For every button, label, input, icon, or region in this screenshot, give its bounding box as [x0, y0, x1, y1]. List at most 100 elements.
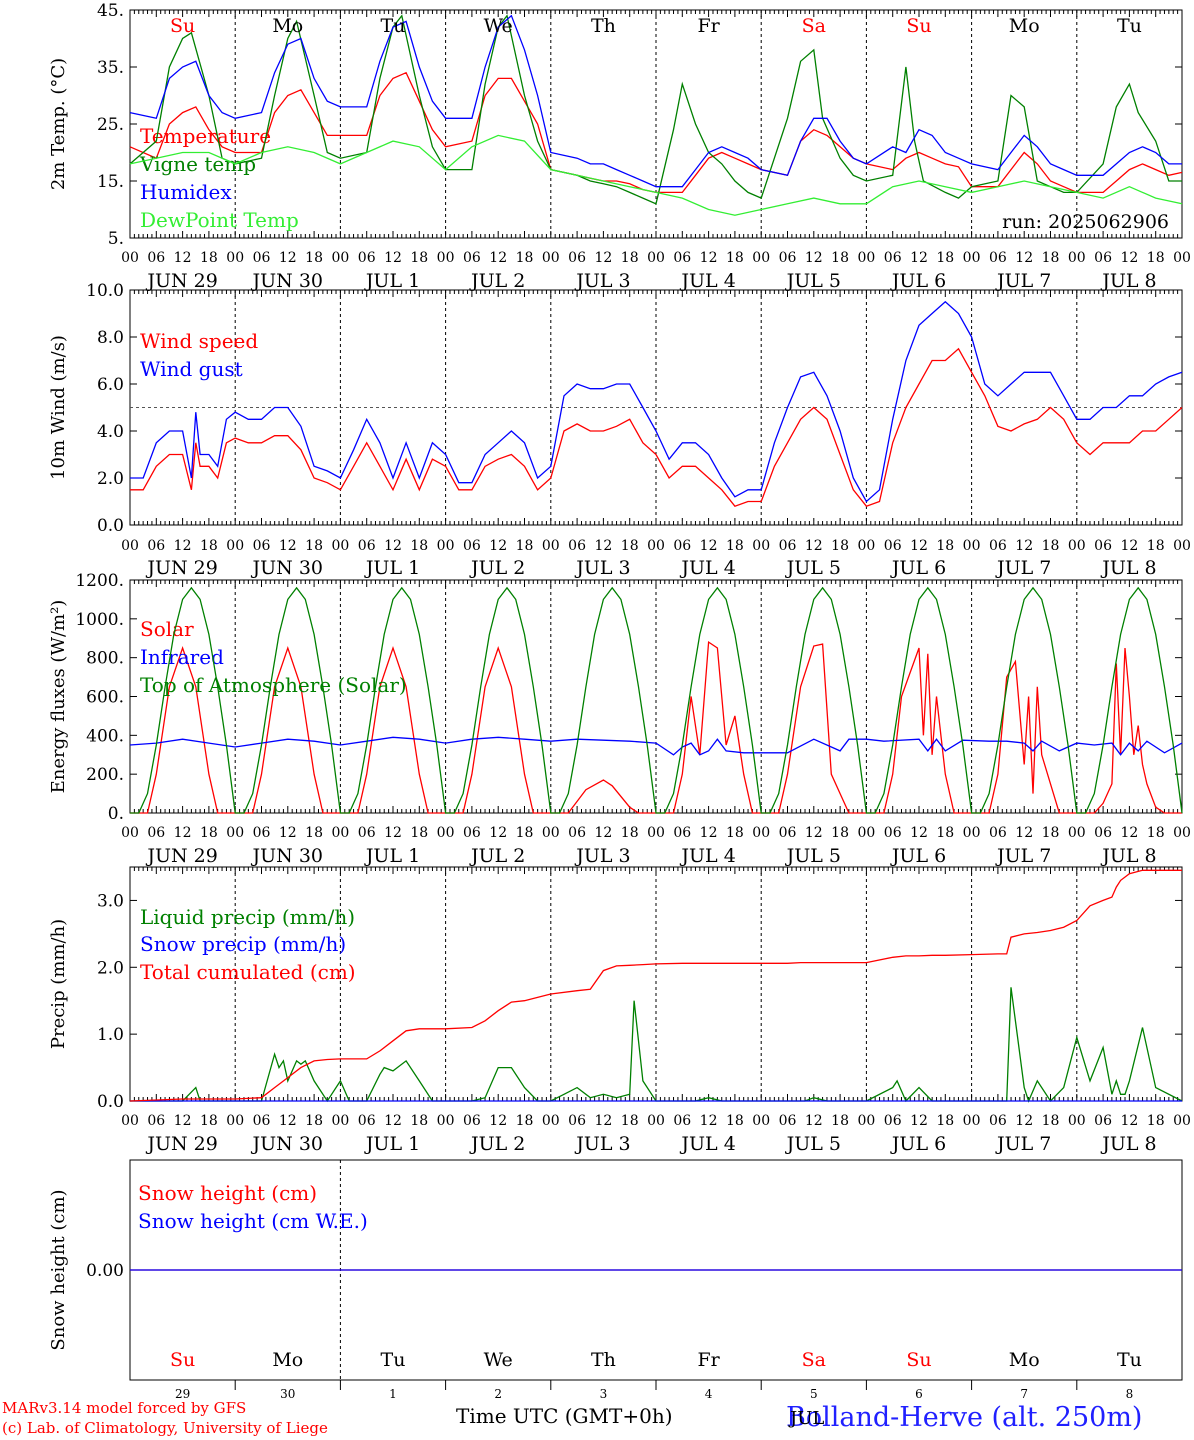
hour-tick-label: 06	[779, 538, 797, 554]
hour-tick-label: 00	[963, 538, 981, 554]
y-tick-label: 1200.	[75, 571, 124, 591]
hour-tick-label: 00	[752, 538, 770, 554]
weekday-label: Fr	[697, 1349, 720, 1371]
weekday-label: Su	[906, 1349, 931, 1371]
hour-tick-label: 18	[410, 538, 428, 554]
date-label: JUL 8	[1100, 270, 1156, 292]
date-label: JUL 6	[890, 557, 946, 579]
hour-tick-label: 06	[779, 825, 797, 841]
y-tick-label: 15.	[97, 172, 124, 192]
hour-tick-label: 06	[1094, 1113, 1112, 1129]
y-tick-label: 25.	[97, 115, 124, 135]
date-label: JUL 1	[364, 845, 420, 867]
hour-tick-label: 12	[1015, 1113, 1033, 1129]
hour-tick-label: 00	[331, 1113, 349, 1129]
date-label: JUL 7	[995, 270, 1051, 292]
date-label: JUL 5	[785, 557, 841, 579]
series-line-energy	[130, 586, 1183, 814]
hour-tick-label: 00	[1173, 250, 1191, 266]
hour-tick-label: 06	[673, 1113, 691, 1129]
hour-tick-label: 00	[437, 825, 455, 841]
weekday-label: We	[484, 15, 513, 37]
hour-tick-label: 12	[384, 825, 402, 841]
hour-tick-label: 12	[174, 250, 192, 266]
hour-tick-label: 00	[857, 538, 875, 554]
weekday-label: Sa	[802, 15, 826, 37]
day-number-label: 1	[389, 1387, 397, 1401]
hour-tick-label: 12	[910, 825, 928, 841]
y-tick-label: 0.00	[86, 1261, 124, 1281]
hour-tick-label: 00	[647, 825, 665, 841]
hour-tick-label: 12	[174, 825, 192, 841]
hour-tick-label: 12	[700, 1113, 718, 1129]
y-tick-label: 8.0	[97, 328, 124, 348]
hour-tick-label: 12	[279, 1113, 297, 1129]
hour-tick-label: 00	[857, 250, 875, 266]
hour-tick-label: 06	[884, 825, 902, 841]
date-label: JUL 5	[785, 270, 841, 292]
date-label: JUL 5	[785, 845, 841, 867]
date-label: JUL 5	[785, 1133, 841, 1155]
series-line-energy	[130, 640, 1182, 814]
date-label: JUL 4	[679, 1133, 735, 1155]
overlap-fragment: JUL	[790, 1408, 825, 1429]
series-line-temp	[129, 134, 1183, 216]
y-tick-label: 600.	[86, 688, 124, 708]
hour-tick-label: 06	[358, 1113, 376, 1129]
legend-entry-precip: Snow precip (mm/h)	[140, 932, 346, 956]
hour-tick-label: 18	[621, 1113, 639, 1129]
hour-tick-label: 18	[726, 538, 744, 554]
hour-tick-label: 12	[805, 250, 823, 266]
hour-tick-label: 12	[1015, 538, 1033, 554]
legend-entry-temp: Vigne temp	[139, 152, 256, 176]
hour-tick-label: 18	[831, 825, 849, 841]
hour-tick-label: 12	[384, 1113, 402, 1129]
hour-tick-label: 12	[489, 1113, 507, 1129]
legend-entry-energy: Infrared	[140, 645, 224, 669]
hour-tick-label: 06	[989, 538, 1007, 554]
date-label: JUL 3	[574, 845, 630, 867]
date-label: JUL 2	[469, 845, 525, 867]
y-axis-label: Snow height (cm)	[48, 1189, 69, 1350]
hour-tick-label: 12	[279, 825, 297, 841]
y-tick-label: 800.	[86, 649, 124, 669]
weekday-label: Mo	[272, 1349, 303, 1371]
date-label: JUL 1	[364, 557, 420, 579]
weekday-label: Tu	[381, 15, 406, 37]
hour-tick-label: 06	[779, 1113, 797, 1129]
hour-tick-label: 18	[621, 825, 639, 841]
day-number-label: 5	[810, 1387, 818, 1401]
date-label: JUN 30	[251, 1133, 323, 1155]
hour-tick-label: 12	[594, 1113, 612, 1129]
date-label: JUL 1	[364, 1133, 420, 1155]
hour-tick-label: 00	[542, 1113, 560, 1129]
run-label: run: 2025062906	[1002, 211, 1169, 233]
hour-tick-label: 00	[121, 538, 139, 554]
hour-tick-label: 06	[358, 250, 376, 266]
y-tick-label: 1000.	[75, 610, 124, 630]
hour-tick-label: 18	[305, 1113, 323, 1129]
weekday-label: Mo	[1009, 15, 1040, 37]
hour-tick-label: 00	[226, 825, 244, 841]
date-label: JUL 2	[469, 1133, 525, 1155]
y-tick-label: 4.0	[97, 422, 124, 442]
hour-tick-label: 12	[489, 250, 507, 266]
hour-tick-label: 06	[463, 250, 481, 266]
hour-tick-label: 12	[174, 1113, 192, 1129]
hour-tick-label: 12	[1120, 825, 1138, 841]
hour-tick-label: 12	[700, 250, 718, 266]
hour-tick-label: 12	[1120, 538, 1138, 554]
hour-tick-label: 00	[226, 1113, 244, 1129]
hour-tick-label: 06	[989, 250, 1007, 266]
hour-tick-label: 18	[305, 825, 323, 841]
hour-tick-label: 06	[673, 825, 691, 841]
series-line-energy	[129, 736, 1183, 756]
hour-tick-label: 06	[673, 250, 691, 266]
hour-tick-label: 00	[121, 1113, 139, 1129]
hour-tick-label: 18	[410, 825, 428, 841]
date-label: JUL 7	[995, 1133, 1051, 1155]
hour-tick-label: 18	[1147, 1113, 1165, 1129]
y-tick-label: 10.0	[86, 281, 124, 301]
hour-tick-label: 00	[1068, 1113, 1086, 1129]
hour-tick-label: 12	[279, 538, 297, 554]
